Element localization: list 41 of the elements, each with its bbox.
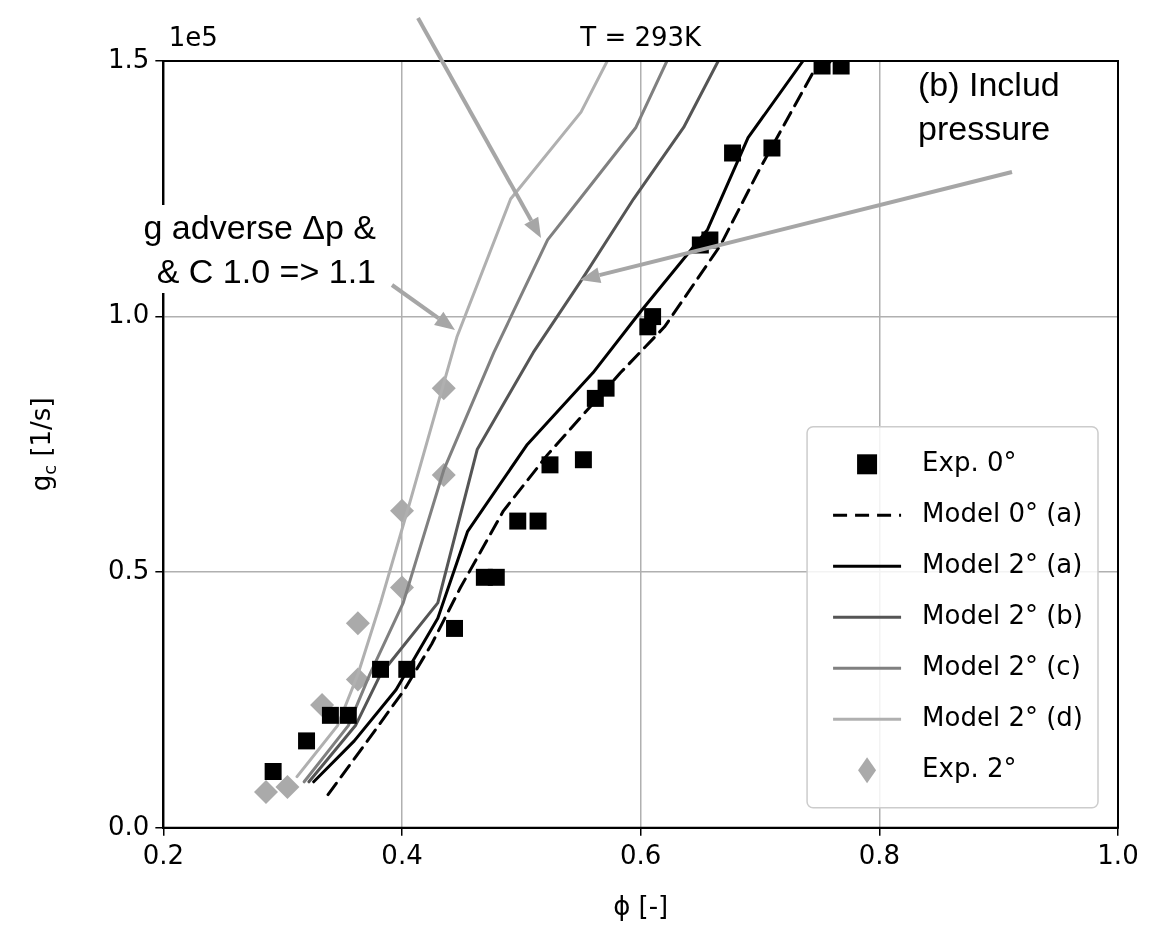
x-axis-title: ϕ [-] — [613, 890, 669, 921]
y-tick-label: 0.5 — [107, 554, 150, 585]
x-tick-label: 1.0 — [1097, 840, 1139, 871]
point — [529, 512, 547, 530]
point — [487, 568, 505, 586]
point — [541, 456, 559, 474]
point — [446, 619, 463, 637]
annotation: g adverse Δp & & C 1.0 => 1.1 — [141, 205, 378, 293]
point — [398, 660, 416, 678]
point — [339, 706, 357, 724]
legend-label: Model 2° (d) — [922, 702, 1084, 733]
point — [597, 379, 615, 397]
text: 1e5 — [168, 21, 218, 52]
chart-title: T = 293K — [579, 21, 703, 52]
y-tick-label: 0.0 — [107, 810, 150, 841]
x-tick-label: 0.8 — [858, 840, 901, 871]
legend-label: Model 2° (b) — [922, 600, 1084, 631]
y-axis-title: gc [1/s] — [26, 397, 60, 492]
point — [763, 139, 781, 157]
legend-label: Exp. 2° — [922, 753, 1017, 784]
point — [264, 763, 282, 781]
y-tick-label: 1.0 — [107, 299, 150, 330]
x-tick-label: 0.6 — [619, 840, 662, 871]
point — [298, 732, 316, 750]
legend-label: Model 2° (c) — [922, 651, 1081, 682]
point — [372, 660, 390, 678]
point — [345, 611, 370, 636]
point — [724, 144, 742, 162]
legend-label: Model 0° (a) — [922, 498, 1083, 529]
x-tick-label: 0.2 — [142, 840, 185, 871]
point — [644, 308, 662, 326]
y-tick-label: 1.5 — [107, 43, 150, 74]
point — [275, 774, 300, 799]
x-tick-label: 0.4 — [381, 840, 423, 871]
point — [574, 451, 592, 469]
legend-label: Exp. 0° — [922, 447, 1017, 478]
point — [321, 706, 339, 724]
annotation: (b) Includ pressure — [916, 62, 1062, 150]
point — [509, 512, 527, 530]
point — [253, 780, 278, 805]
legend-label: Model 2° (a) — [922, 549, 1083, 580]
